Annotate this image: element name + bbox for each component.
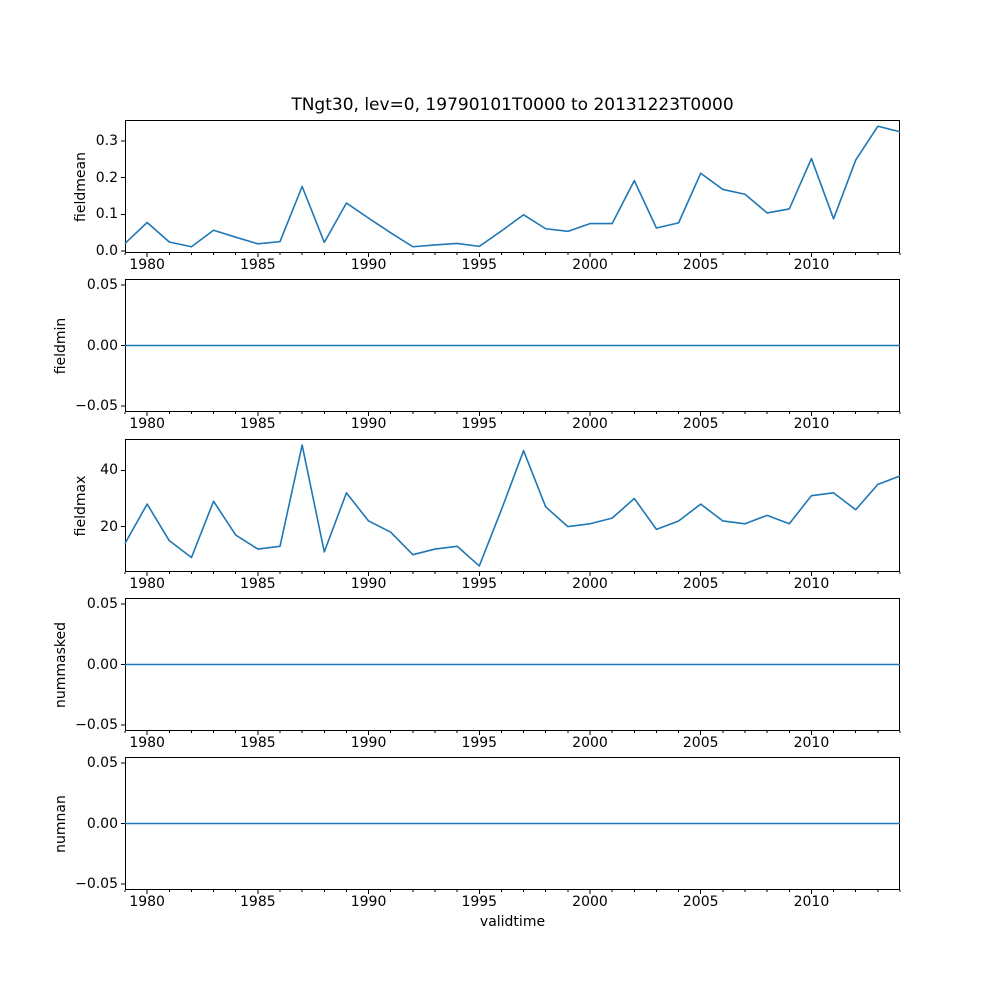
- x-tick-label: 1995: [461, 894, 498, 910]
- x-tick-label: 1980: [129, 576, 165, 592]
- x-axis-label: validtime: [479, 914, 546, 930]
- x-tick-label: 1985: [240, 257, 276, 273]
- x-tick-label: 2010: [793, 735, 830, 751]
- x-tick-label: 2010: [793, 257, 830, 273]
- x-tick-label: 1980: [129, 257, 165, 273]
- x-tick-label: 1980: [129, 894, 165, 910]
- x-tick-label: 1980: [129, 416, 165, 432]
- plot-area-fieldmin: [121, 279, 901, 416]
- plot-area-numnan: [121, 757, 901, 894]
- x-tick-label: 1985: [240, 416, 276, 432]
- x-tick-label: 1985: [240, 894, 276, 910]
- y-axis-label-fieldmax: fieldmax: [73, 475, 89, 536]
- y-tick-label: −0.05: [75, 716, 118, 733]
- y-tick-label: −0.05: [75, 875, 118, 892]
- x-tick-label: 1990: [350, 735, 387, 751]
- x-tick-label: 2000: [572, 416, 608, 432]
- x-tick-label: 1985: [240, 735, 276, 751]
- x-tick-label: 2000: [572, 576, 608, 592]
- x-tick-label: 1985: [240, 576, 276, 592]
- y-tick-label: 0.05: [86, 596, 118, 613]
- y-tick-label: 0.2: [95, 169, 118, 186]
- x-tick-label: 2005: [682, 257, 719, 273]
- y-tick-label: 0.1: [95, 206, 118, 223]
- x-tick-label: 2010: [793, 894, 830, 910]
- y-tick-label: 0.0: [95, 243, 118, 260]
- plot-frame: [125, 439, 900, 572]
- data-line-fieldmax: [124, 444, 901, 567]
- chart-title: TNgt30, lev=0, 19790101T0000 to 20131223…: [291, 95, 734, 115]
- y-tick-label: −0.05: [75, 397, 118, 414]
- y-tick-label: 0.05: [86, 755, 118, 772]
- x-tick-label: 2010: [793, 416, 830, 432]
- y-axis-label-numnan: numnan: [53, 794, 69, 853]
- x-tick-label: 2005: [682, 416, 719, 432]
- x-tick-label: 2000: [572, 257, 608, 273]
- x-tick-label: 1990: [350, 894, 387, 910]
- x-tick-label: 2005: [682, 576, 719, 592]
- data-line-fieldmean: [124, 125, 901, 248]
- x-tick-label: 1995: [461, 416, 498, 432]
- x-tick-label: 1990: [350, 257, 387, 273]
- y-tick-label: 0.00: [86, 815, 118, 832]
- x-tick-label: 2010: [793, 576, 830, 592]
- x-tick-label: 2005: [682, 735, 719, 751]
- x-tick-label: 1995: [461, 576, 498, 592]
- x-tick-label: 1980: [129, 735, 165, 751]
- y-axis-label-nummasked: nummasked: [53, 621, 69, 708]
- y-tick-label: 0.00: [86, 656, 118, 673]
- y-axis-label-fieldmean: fieldmean: [73, 151, 89, 222]
- x-tick-label: 1995: [461, 735, 498, 751]
- plot-frame: [125, 120, 900, 253]
- y-tick-label: 20: [100, 518, 118, 535]
- x-tick-label: 1990: [350, 416, 387, 432]
- plot-area-fieldmean: [121, 120, 901, 257]
- y-tick-label: 0.3: [95, 132, 118, 149]
- y-tick-label: 0.05: [86, 277, 118, 294]
- x-tick-label: 2005: [682, 894, 719, 910]
- x-tick-label: 2000: [572, 894, 608, 910]
- x-tick-label: 2000: [572, 735, 608, 751]
- y-tick-label: 0.00: [86, 337, 118, 354]
- y-tick-label: 40: [100, 462, 118, 479]
- x-tick-label: 1995: [461, 257, 498, 273]
- y-axis-label-fieldmin: fieldmin: [53, 317, 69, 374]
- plot-area-nummasked: [121, 598, 901, 735]
- x-tick-label: 1990: [350, 576, 387, 592]
- plot-area-fieldmax: [121, 439, 901, 576]
